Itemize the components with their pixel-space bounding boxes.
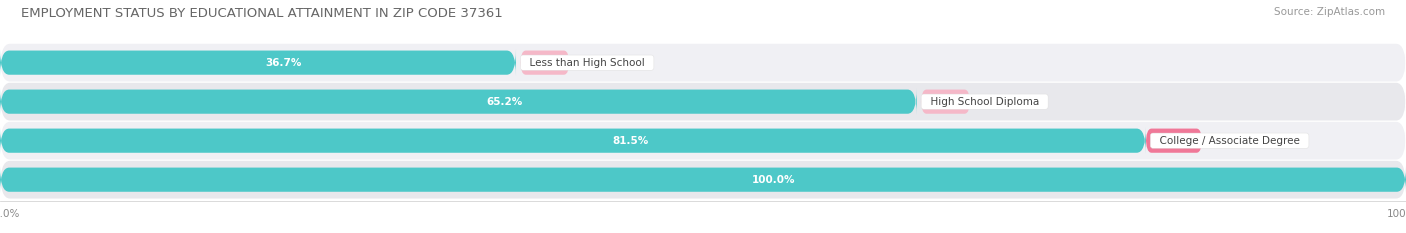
Text: 100.0%: 100.0% (752, 175, 794, 185)
Text: 81.5%: 81.5% (612, 136, 648, 146)
Text: 65.2%: 65.2% (486, 97, 522, 107)
Text: EMPLOYMENT STATUS BY EDUCATIONAL ATTAINMENT IN ZIP CODE 37361: EMPLOYMENT STATUS BY EDUCATIONAL ATTAINM… (21, 7, 503, 20)
FancyBboxPatch shape (0, 122, 1406, 160)
FancyBboxPatch shape (0, 161, 1406, 199)
FancyBboxPatch shape (0, 166, 1406, 193)
FancyBboxPatch shape (0, 127, 1146, 154)
FancyBboxPatch shape (0, 88, 917, 115)
FancyBboxPatch shape (520, 51, 569, 75)
Text: High School Diploma: High School Diploma (924, 97, 1046, 107)
Text: 0.0%: 0.0% (591, 58, 620, 68)
FancyBboxPatch shape (0, 44, 1406, 82)
Text: 4.0%: 4.0% (1230, 136, 1260, 146)
Text: 36.7%: 36.7% (266, 58, 302, 68)
Text: 0.0%: 0.0% (991, 97, 1021, 107)
Text: Source: ZipAtlas.com: Source: ZipAtlas.com (1274, 7, 1385, 17)
FancyBboxPatch shape (0, 83, 1406, 120)
Text: College / Associate Degree: College / Associate Degree (1153, 136, 1306, 146)
FancyBboxPatch shape (921, 89, 970, 114)
Text: Less than High School: Less than High School (523, 58, 651, 68)
FancyBboxPatch shape (1146, 129, 1202, 153)
FancyBboxPatch shape (0, 49, 516, 76)
